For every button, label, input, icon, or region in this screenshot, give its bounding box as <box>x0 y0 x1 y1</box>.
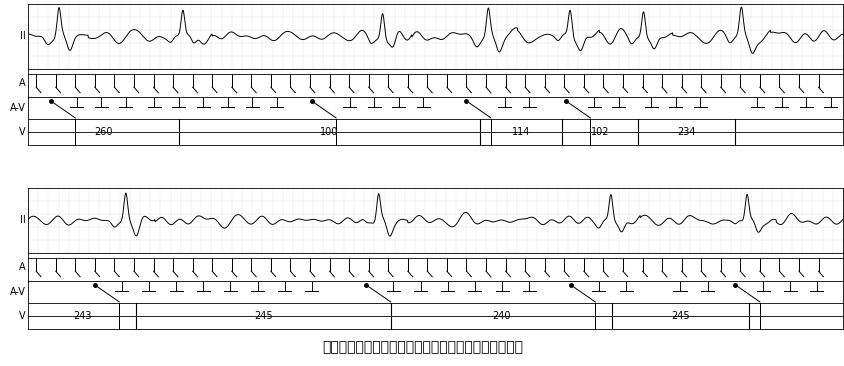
Text: A-V: A-V <box>10 287 25 297</box>
Text: A-V: A-V <box>10 103 25 113</box>
Text: 245: 245 <box>671 311 690 321</box>
Text: A: A <box>19 78 25 88</box>
Text: II: II <box>20 31 25 41</box>
Text: 240: 240 <box>492 311 510 321</box>
Text: 260: 260 <box>94 127 112 137</box>
Text: II: II <box>20 215 25 225</box>
Text: 245: 245 <box>254 311 273 321</box>
Text: A: A <box>19 262 25 272</box>
Text: 243: 243 <box>73 311 91 321</box>
Text: 234: 234 <box>677 127 695 137</box>
Text: 心房颤动合并几乎完全性房室传导阻滞及韦金斯基现象: 心房颤动合并几乎完全性房室传导阻滞及韦金斯基现象 <box>322 340 522 355</box>
Text: V: V <box>19 311 25 321</box>
Text: V: V <box>19 127 25 137</box>
Text: 100: 100 <box>320 127 338 137</box>
Text: 102: 102 <box>590 127 609 137</box>
Text: 114: 114 <box>511 127 530 137</box>
